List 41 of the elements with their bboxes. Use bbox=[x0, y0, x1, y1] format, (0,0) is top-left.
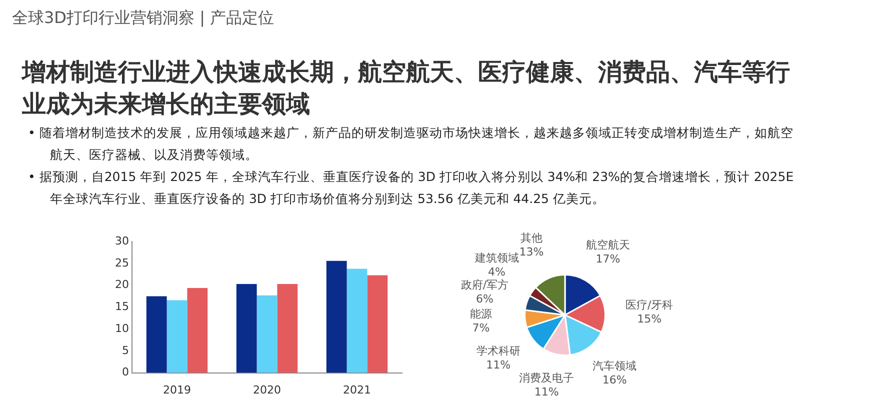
bar bbox=[277, 284, 298, 373]
slice-label: 医疗/牙科 bbox=[625, 298, 674, 312]
y-tick-label: 5 bbox=[122, 344, 129, 357]
y-tick-label: 10 bbox=[114, 322, 129, 335]
text: • 随着增材制造技术的发展，应用领域越来越广，新产品的研发制造驱动市场快速增长，越来越多领域正转变成增材制造生产，如航空航天、医疗器械、以及消费等领域。 bbox=[28, 124, 794, 164]
text: • 据预测，自2015 年到 2025 年，全球汽车行业、垂直医疗设备的 3D 打印收入将分别以 34%和 23%的复合增速增长，预计 2025E 年全球汽车行业、垂直医疗设备的 3D 打印市场价值将分别到达 53.56 亿美元和 44.25 亿美元。 bbox=[28, 168, 795, 208]
y-tick-label: 15 bbox=[114, 300, 129, 314]
data-label: 16% bbox=[602, 373, 627, 386]
slice-label: 能源 bbox=[470, 308, 492, 321]
slice-label: 航空航天 bbox=[586, 238, 630, 252]
y-tick-label: 25 bbox=[114, 256, 129, 270]
slice-label: 建筑领域 bbox=[474, 252, 519, 265]
bar bbox=[146, 296, 167, 373]
bar bbox=[166, 300, 188, 373]
bar bbox=[256, 295, 278, 373]
chart-title: 增材制造行业进入快速成长期，航空航天、医疗健康、消费品、汽车等行业成为未来增长的主要领域 bbox=[22, 57, 791, 120]
data-label: 11% bbox=[534, 385, 559, 398]
data-label: 7% bbox=[472, 322, 490, 335]
data-label: 4% bbox=[488, 266, 506, 279]
slice-label: 学术科研 bbox=[476, 344, 520, 358]
data-label: 17% bbox=[596, 252, 620, 266]
y-tick-label: 20 bbox=[114, 278, 129, 292]
slice-label: 其他 bbox=[520, 231, 542, 244]
data-label: 13% bbox=[519, 245, 544, 258]
data-label: 11% bbox=[486, 358, 511, 372]
bar bbox=[187, 288, 208, 373]
y-tick-label: 30 bbox=[114, 234, 129, 248]
x-tick-label: 2019 bbox=[163, 383, 191, 396]
y-tick-label: 0 bbox=[122, 366, 129, 379]
slice-label: 汽车领域 bbox=[592, 359, 637, 372]
x-tick-label: 2021 bbox=[343, 383, 371, 396]
slice-label: 政府/军方 bbox=[460, 278, 509, 292]
data-label: 15% bbox=[637, 312, 662, 326]
data-label: 6% bbox=[476, 292, 494, 306]
bar bbox=[346, 268, 368, 373]
bar bbox=[326, 260, 347, 373]
slice-label: 消费及电子 bbox=[519, 371, 574, 384]
bar bbox=[367, 275, 388, 373]
bar bbox=[236, 284, 257, 373]
x-tick-label: 2020 bbox=[253, 383, 281, 396]
text: 全球3D打印行业营销洞察 | 产品定位 bbox=[12, 8, 274, 29]
